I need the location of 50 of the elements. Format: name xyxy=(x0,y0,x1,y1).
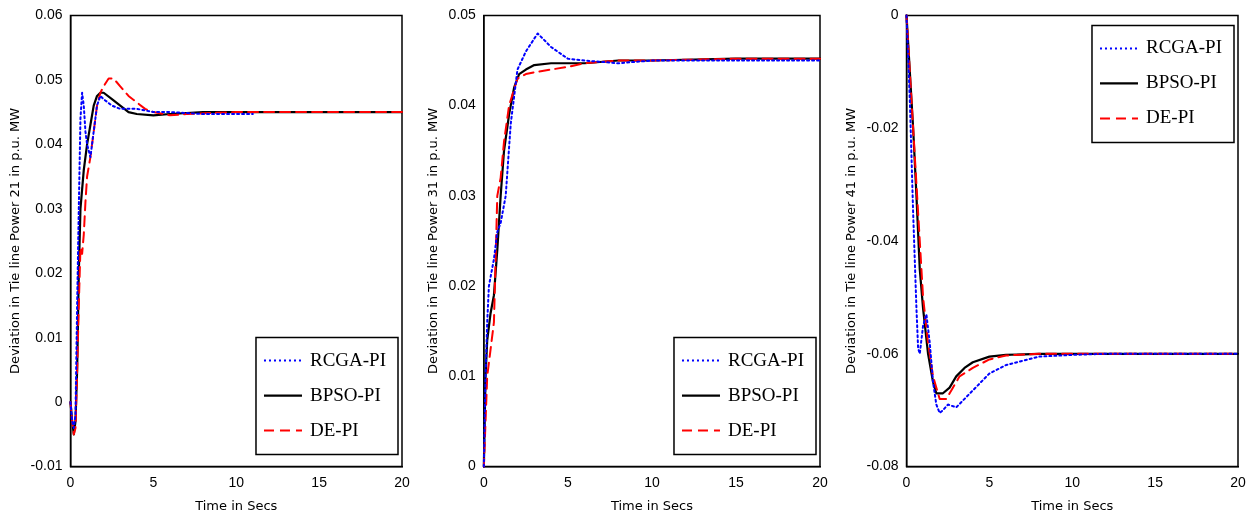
y-tick-label: 0.04 xyxy=(448,96,477,113)
x-tick-label: 0 xyxy=(66,473,75,490)
legend-label: RCGA-PI xyxy=(309,348,387,370)
y-tick-label: -0.01 xyxy=(30,457,63,474)
y-tick-label: 0.01 xyxy=(448,367,477,384)
y-tick-label: 0.04 xyxy=(35,135,63,152)
x-tick-label: 10 xyxy=(644,473,660,490)
y-tick-label: 0.06 xyxy=(35,6,63,23)
x-axis-title: Time in Secs xyxy=(194,497,278,513)
y-axis-title: Deviation in Tie line Power 31 in p.u. MW xyxy=(425,107,441,375)
y-tick-label: -0.04 xyxy=(866,231,899,248)
y-tick-label: 0.05 xyxy=(448,6,477,23)
legend-label: DE-PI xyxy=(727,418,777,440)
y-tick-label: 0 xyxy=(54,393,63,409)
y-axis-title: Deviation in Tie line Power 41 in p.u. MW xyxy=(843,107,859,375)
x-tick-label: 10 xyxy=(228,473,245,490)
y-tick-label: -0.08 xyxy=(866,457,899,474)
x-axis-title: Time in Secs xyxy=(1030,497,1114,513)
y-tick-label: 0 xyxy=(468,457,477,474)
legend-label: BPSO-PI xyxy=(309,383,381,405)
x-tick-label: 20 xyxy=(1230,473,1246,490)
line-series xyxy=(69,91,254,429)
x-tick-label: 5 xyxy=(985,473,994,490)
y-tick-label: 0.01 xyxy=(35,328,63,345)
x-tick-label: 0 xyxy=(479,473,488,490)
y-tick-label: 0.03 xyxy=(448,186,477,203)
legend-label: DE-PI xyxy=(309,418,359,440)
x-tick-label: 5 xyxy=(563,473,572,490)
x-tick-label: 0 xyxy=(902,473,911,490)
legend-label: RCGA-PI xyxy=(727,348,805,370)
y-axis-title: Deviation in Tie line Power 21 in p.u. MW xyxy=(7,107,23,375)
y-tick-label: 0.02 xyxy=(35,264,63,281)
y-tick-label: 0.05 xyxy=(35,70,63,87)
y-tick-label: -0.02 xyxy=(866,119,899,136)
x-tick-label: 20 xyxy=(394,473,410,490)
x-tick-label: 10 xyxy=(1064,473,1081,490)
y-tick-label: 0 xyxy=(890,6,899,23)
legend-label: BPSO-PI xyxy=(1145,71,1217,93)
y-tick-label: 0.03 xyxy=(35,199,63,216)
y-tick-label: -0.06 xyxy=(866,344,899,361)
legend-label: DE-PI xyxy=(1145,106,1195,128)
legend-label: BPSO-PI xyxy=(727,383,799,405)
legend-label: RCGA-PI xyxy=(1145,36,1223,58)
x-tick-label: 20 xyxy=(812,473,828,490)
x-tick-label: 15 xyxy=(311,473,328,490)
x-tick-label: 15 xyxy=(1147,473,1164,490)
x-axis-title: Time in Secs xyxy=(609,497,694,513)
y-tick-label: 0.02 xyxy=(448,276,477,293)
x-tick-label: 5 xyxy=(149,473,158,490)
x-tick-label: 15 xyxy=(728,473,744,490)
